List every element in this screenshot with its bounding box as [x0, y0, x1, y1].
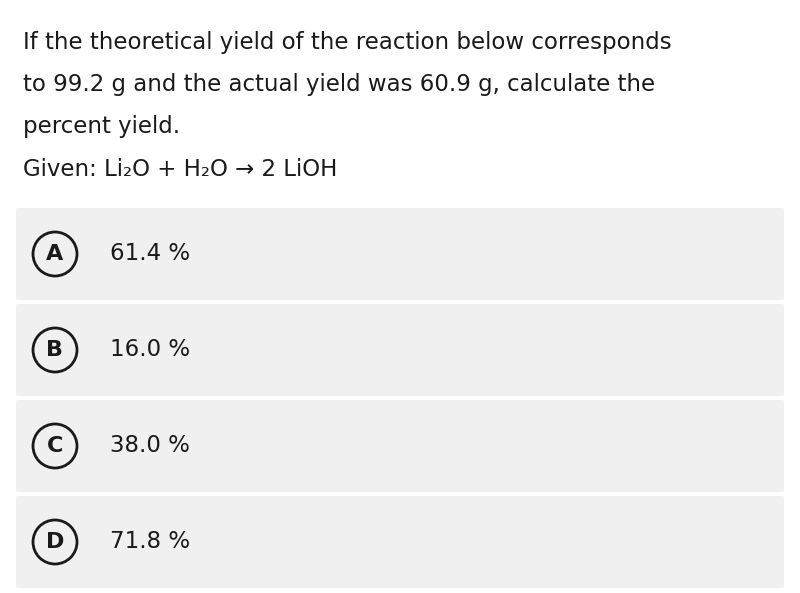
FancyBboxPatch shape — [16, 496, 784, 588]
Text: 16.0 %: 16.0 % — [110, 339, 190, 362]
Text: Given: Li₂O + H₂O → 2 LiOH: Given: Li₂O + H₂O → 2 LiOH — [23, 158, 338, 180]
FancyBboxPatch shape — [16, 208, 784, 300]
Text: B: B — [46, 340, 63, 360]
Text: A: A — [46, 244, 64, 264]
Text: C: C — [47, 436, 63, 456]
Text: to 99.2 g and the actual yield was 60.9 g, calculate the: to 99.2 g and the actual yield was 60.9 … — [23, 74, 655, 97]
Text: D: D — [46, 532, 64, 552]
Text: 38.0 %: 38.0 % — [110, 435, 190, 458]
Circle shape — [33, 328, 77, 372]
Text: If the theoretical yield of the reaction below corresponds: If the theoretical yield of the reaction… — [23, 31, 672, 55]
Circle shape — [33, 424, 77, 468]
Text: 61.4 %: 61.4 % — [110, 243, 190, 266]
Text: 71.8 %: 71.8 % — [110, 531, 190, 553]
Circle shape — [33, 232, 77, 276]
Circle shape — [33, 520, 77, 564]
FancyBboxPatch shape — [16, 400, 784, 492]
Text: percent yield.: percent yield. — [23, 116, 180, 139]
FancyBboxPatch shape — [16, 304, 784, 396]
